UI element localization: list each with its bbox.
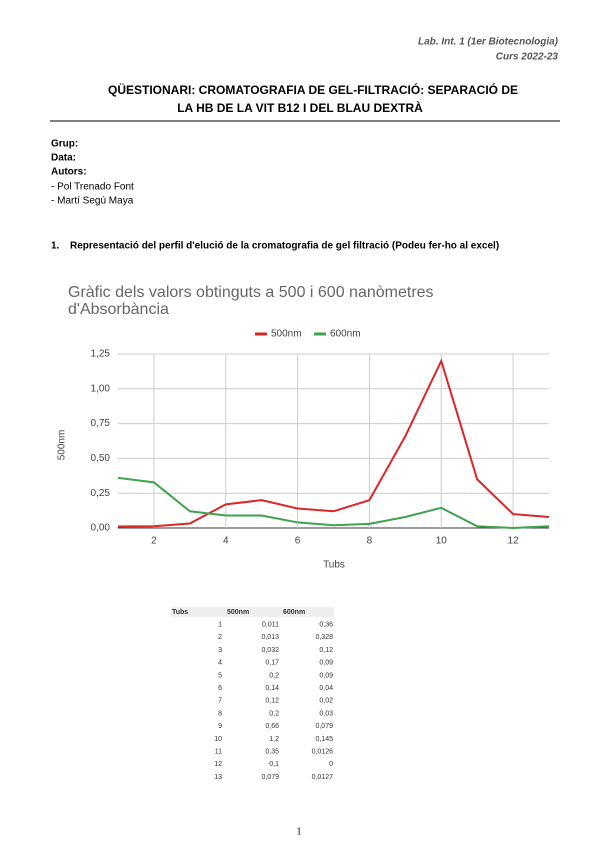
table-cell: 0,1 xyxy=(269,761,279,768)
table-cell: 0,04 xyxy=(319,685,333,692)
table-cell: 0,12 xyxy=(265,698,279,705)
table-cell: 7 xyxy=(218,698,222,705)
y-tick-label: 1,00 xyxy=(91,383,111,394)
table-cell: 11 xyxy=(215,749,222,756)
year: Curs 2022-23 xyxy=(496,52,559,63)
table-cell: 0 xyxy=(329,761,333,768)
table-cell: 13 xyxy=(214,774,222,781)
table-cell: 0,66 xyxy=(265,723,279,730)
table-cell: 0,0126 xyxy=(312,749,334,756)
y-tick-label: 0,75 xyxy=(91,418,111,429)
y-tick-label: 1,25 xyxy=(91,349,111,360)
section-heading: Representació del perfil d'elució de la … xyxy=(70,241,499,252)
legend-label: 500nm xyxy=(271,329,302,340)
y-axis-label: 500nm xyxy=(57,430,68,461)
table-cell: 0,032 xyxy=(261,647,279,654)
series-line xyxy=(117,358,550,528)
table-header: Tubs xyxy=(172,609,188,616)
table-cell: 0,328 xyxy=(315,634,333,641)
table-cell: 0,02 xyxy=(319,698,333,705)
author: - Pol Trenado Font xyxy=(51,182,134,193)
table-cell: 0,03 xyxy=(319,710,333,717)
y-tick-label: 0,50 xyxy=(91,453,111,464)
table-cell: 4 xyxy=(218,660,222,667)
table-cell: 8 xyxy=(218,710,222,717)
table-cell: 0,0127 xyxy=(312,774,334,781)
table-cell: 0,17 xyxy=(265,660,279,667)
x-tick-label: 4 xyxy=(223,536,229,547)
authors: Autors: xyxy=(51,167,87,178)
table-cell: 0,079 xyxy=(315,723,333,730)
table-cell: 12 xyxy=(214,761,222,768)
table-cell: 0,35 xyxy=(265,749,279,756)
table-cell: 0,145 xyxy=(315,736,333,743)
table-cell: 0,09 xyxy=(319,672,333,679)
series-line xyxy=(117,476,550,530)
table-cell: 2 xyxy=(218,634,222,641)
author: - Martí Segú Maya xyxy=(51,196,134,207)
table-cell: 0,09 xyxy=(319,660,333,667)
table-cell: 0,013 xyxy=(261,634,279,641)
legend-label: 600nm xyxy=(330,329,361,340)
group: Grup: xyxy=(51,139,78,150)
x-tick-label: 10 xyxy=(436,536,448,547)
table-cell: 6 xyxy=(218,685,222,692)
table-header-bg xyxy=(171,607,334,617)
chart-title: d'Absorbància xyxy=(68,301,169,318)
table-cell: 0,079 xyxy=(261,774,279,781)
title-line: LA HB DE LA VIT B12 I DEL BLAU DEXTRÀ xyxy=(177,100,423,115)
table-cell: 5 xyxy=(218,672,222,679)
table-cell: 0,36 xyxy=(319,622,333,629)
x-tick-label: 2 xyxy=(151,536,157,547)
table-cell: 0,011 xyxy=(262,622,279,629)
y-tick-label: 0,25 xyxy=(91,488,111,499)
table-header: 500nm xyxy=(227,609,249,616)
section-number: 1. xyxy=(51,241,60,252)
x-tick-label: 8 xyxy=(367,536,373,547)
table-cell: 0,12 xyxy=(319,647,333,654)
table-cell: 9 xyxy=(218,723,222,730)
table-cell: 3 xyxy=(218,647,222,654)
chart-title: Gràfic dels valors obtinguts a 500 i 600… xyxy=(68,284,434,301)
x-tick-label: 6 xyxy=(295,536,301,547)
date: Data: xyxy=(51,153,76,164)
table-cell: 1 xyxy=(218,622,222,629)
x-tick-label: 12 xyxy=(508,536,520,547)
table-cell: 0,14 xyxy=(265,685,279,692)
table-cell: 1,2 xyxy=(269,736,279,743)
x-axis-label: Tubs xyxy=(323,560,345,571)
page-number: 1 xyxy=(297,826,302,837)
table-cell: 10 xyxy=(214,736,222,743)
course: Lab. Int. 1 (1er Biotecnologia) xyxy=(418,37,559,48)
table-header: 600nm xyxy=(283,609,305,616)
y-tick-label: 0,00 xyxy=(91,523,111,534)
table-cell: 0,2 xyxy=(269,672,279,679)
title-line: QÜESTIONARI: CROMATOGRAFIA DE GEL-FILTRA… xyxy=(108,82,518,97)
table-cell: 0,2 xyxy=(269,710,279,717)
